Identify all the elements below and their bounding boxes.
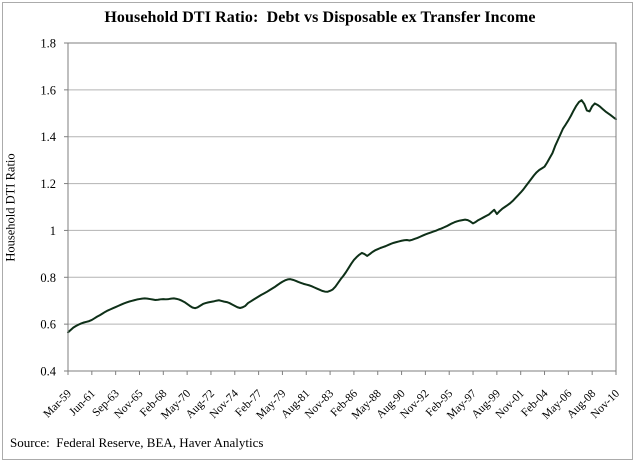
x-tick-label: Mar-59 bbox=[41, 387, 74, 420]
y-tick-label: 0.8 bbox=[40, 271, 56, 285]
y-tick-label: 1.4 bbox=[40, 130, 56, 144]
y-tick-label: 1.2 bbox=[40, 177, 56, 191]
dti-ratio-line bbox=[67, 99, 617, 334]
source-note: Source: Federal Reserve, BEA, Haver Anal… bbox=[10, 435, 264, 450]
plot-border bbox=[67, 42, 617, 372]
y-tick-label: 1.8 bbox=[40, 37, 56, 51]
chart-title: Household DTI Ratio: Debt vs Disposable … bbox=[104, 9, 536, 26]
y-tick-label: 1 bbox=[50, 224, 56, 238]
y-tick-label: 0.6 bbox=[40, 318, 56, 332]
y-tick-label: 0.4 bbox=[40, 365, 56, 379]
outer-border bbox=[2, 2, 633, 460]
y-tick-label: 1.6 bbox=[40, 83, 56, 97]
